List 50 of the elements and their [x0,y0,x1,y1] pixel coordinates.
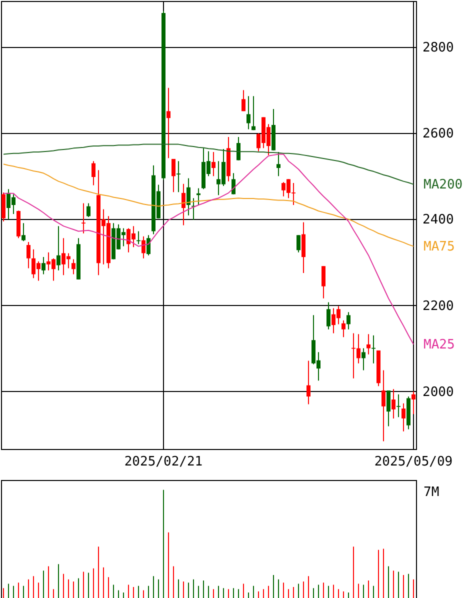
candlestick [252,96,256,131]
candlestick [42,256,46,275]
candlestick [412,390,416,415]
candlestick [186,178,190,216]
y-tick-label: 2400 [422,212,454,228]
candlestick [366,334,370,355]
candlestick [402,402,406,432]
candlestick [326,302,330,330]
text: 7M [424,485,440,500]
candlestick [342,320,346,338]
y-tick-label: 2600 [422,126,454,142]
candlestick [306,360,310,405]
series-label: MA25 [424,337,455,352]
candlestick [56,226,60,271]
candlestick [22,222,26,242]
series-label: MA75 [424,239,455,254]
candlestick [396,394,400,418]
candlestick [322,266,326,299]
candlestick [346,312,350,330]
candlestick [92,160,96,186]
x-tick-label: 2025/02/21 [124,454,203,470]
candlestick [26,242,30,269]
line-series [3,164,414,247]
candlestick [386,390,390,427]
candlestick [392,388,396,419]
series-label: MA200 [424,177,463,192]
x-tick-label: 2025/05/09 [374,454,453,470]
candlestick [302,222,306,274]
candlestick [86,202,90,218]
line-series [3,144,414,185]
candlestick [232,172,236,195]
line-series [3,154,414,345]
candlestick [276,152,280,177]
y-tick-label: 2000 [422,384,454,400]
candlestick [176,160,180,193]
candlestick [146,234,150,256]
candlestick [166,87,170,159]
candlestick [72,258,76,275]
candlestick [296,234,300,253]
candlestick [82,202,86,234]
candlestick [182,183,186,226]
candlestick [362,348,366,371]
candlestick [212,152,216,177]
candlestick [382,370,386,442]
y-tick-label: 2200 [422,298,454,314]
candlestick [246,96,250,130]
y-tick-label: 2800 [422,40,454,56]
candlestick [172,158,176,193]
candlestick [242,90,246,112]
candlestick [356,334,360,364]
